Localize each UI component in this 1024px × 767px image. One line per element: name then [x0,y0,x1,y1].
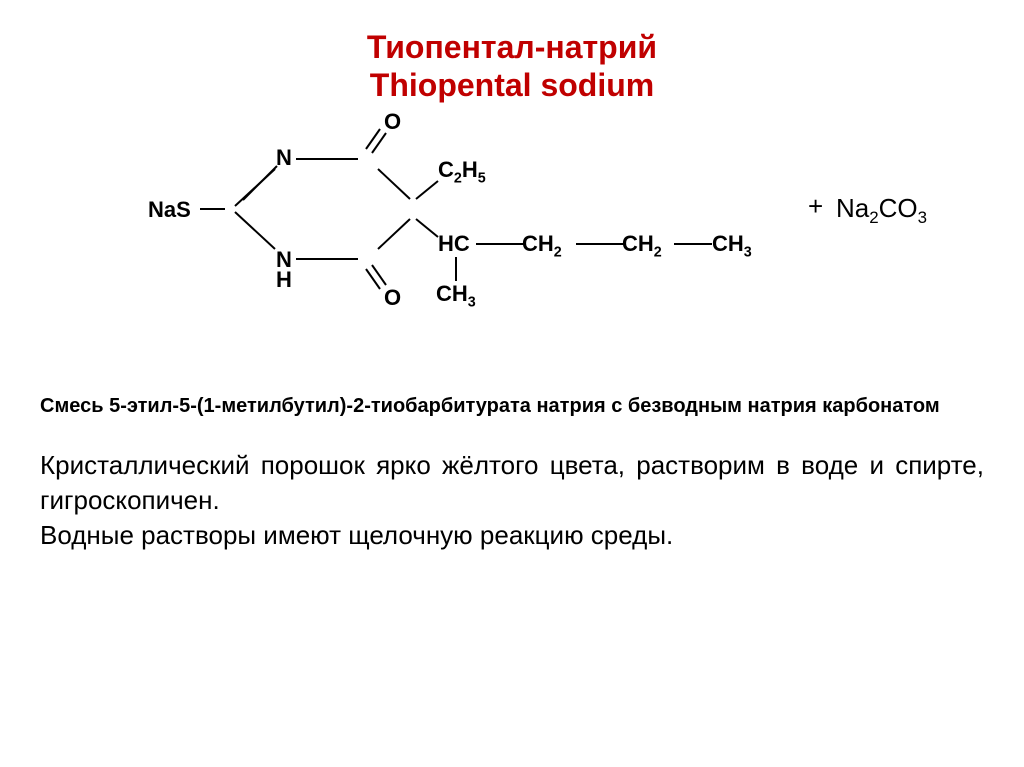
title-ru: Тиопентал-натрий [367,29,657,65]
label-n-top: N [276,145,292,171]
label-o-top: O [384,109,401,135]
label-ch3-branch: CH3 [436,281,476,307]
label-ch2-b: CH2 [622,231,662,257]
description-p1: Кристаллический порошок ярко жёлтого цве… [40,448,984,518]
label-nas: NaS [148,197,191,223]
description-p2: Водные растворы имеют щелочную реакцию с… [40,518,984,553]
chemical-structure-diagram: NaS N N H O O C2H5 HC CH2 CH2 CH3 CH3 + … [0,99,1024,359]
chemical-name-caption: Смесь 5-этил-5-(1-метилбутил)-2-тиобарби… [0,359,1024,418]
structure-svg [0,99,1024,359]
label-ch3-end: CH3 [712,231,752,257]
label-plus: + [808,191,823,222]
label-o-bottom: O [384,285,401,311]
label-hc: HC [438,231,470,257]
description-text: Кристаллический порошок ярко жёлтого цве… [0,418,1024,553]
slide-title: Тиопентал-натрий Thiopental sodium [0,0,1024,105]
label-ch2-a: CH2 [522,231,562,257]
label-c2h5: C2H5 [438,157,486,183]
label-nh-h: H [276,267,292,293]
label-na2co3: Na2CO3 [836,193,927,224]
